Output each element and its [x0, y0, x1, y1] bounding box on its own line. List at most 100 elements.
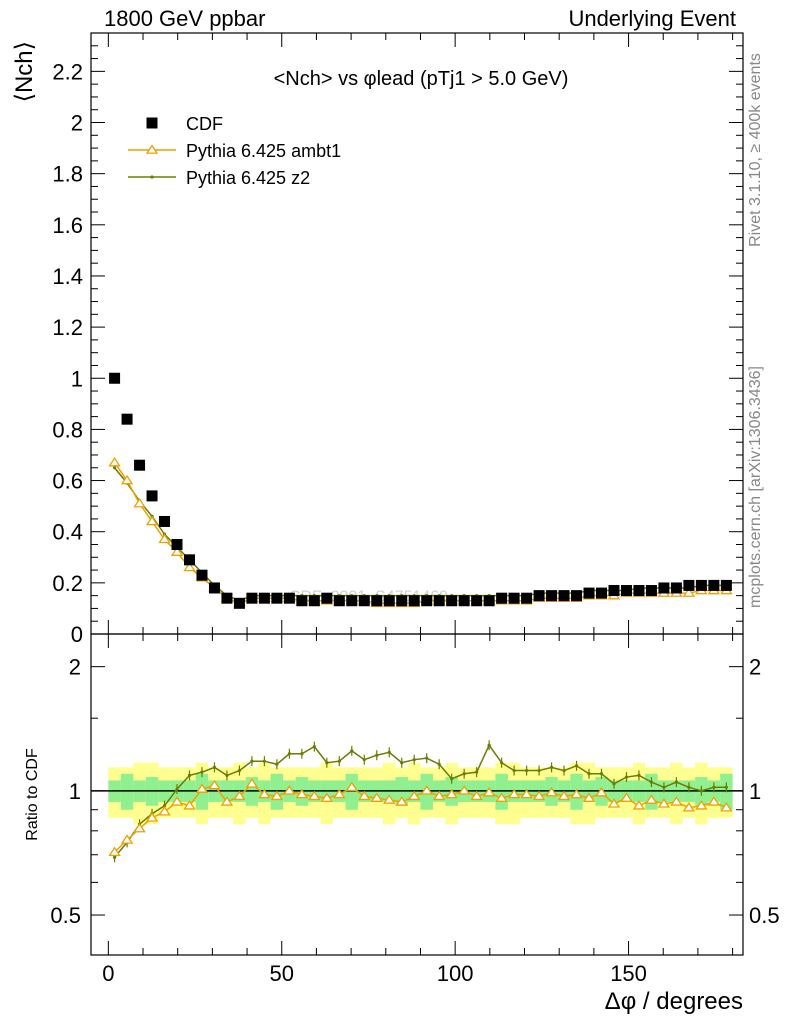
- uncertainty-band-inner: [345, 773, 359, 810]
- ratio-point-ambt1: [283, 785, 296, 795]
- ratio-point-ambt1: [258, 788, 271, 799]
- ratio-point-ambt1: [570, 788, 583, 799]
- ratio-point-ambt1: [270, 790, 284, 801]
- data-point-cdf: [458, 595, 470, 607]
- data-point-cdf: [333, 595, 345, 607]
- mcplots-label: mcplots.cern.ch [arXiv:1306.3436]: [746, 366, 764, 608]
- data-point-cdf: [308, 595, 320, 607]
- ratio-point-z2: [562, 768, 566, 773]
- data-point-cdf: [296, 595, 308, 607]
- data-point-cdf: [321, 592, 333, 604]
- legend-marker-cdf: [146, 117, 158, 129]
- ratio-point-z2: [462, 772, 466, 776]
- ratio-point-ambt1: [245, 778, 259, 788]
- ratio-point-z2: [537, 768, 541, 773]
- y-tick-label: 1.2: [52, 315, 83, 340]
- ratio-point-ambt1: [145, 812, 159, 822]
- ratio-point-z2: [687, 785, 691, 789]
- y-tick-label: 0: [71, 622, 83, 647]
- ratio-point-ambt1: [520, 788, 533, 799]
- uncertainty-band-inner: [495, 773, 508, 810]
- data-point-cdf: [134, 459, 146, 471]
- ratio-point-z2: [387, 750, 391, 754]
- data-point-cdf: [183, 554, 195, 566]
- ratio-point-ambt1: [295, 788, 309, 799]
- ratio-point-z2: [500, 761, 504, 765]
- legend-marker-z2: [150, 175, 154, 179]
- ratio-point-z2: [574, 764, 579, 768]
- x-axis-title: Δφ / degrees: [605, 988, 743, 1015]
- ratio-frame: [90, 633, 744, 956]
- ratio-panel: 0 50 100 150 0.5 0.5 1 1 2 2 Ratio to CDF Δφ / degr…: [24, 633, 780, 1015]
- ratio-point-ambt1: [108, 846, 121, 857]
- y-tick-label: 1.6: [52, 213, 83, 238]
- ratio-point-ambt1: [445, 788, 458, 799]
- ratio-point-ambt1: [620, 792, 633, 802]
- ratio-point-z2: [187, 773, 192, 778]
- y-tick-label: 0.4: [52, 520, 83, 545]
- ratio-point-z2: [350, 749, 354, 753]
- ratio-point-ambt1: [657, 798, 671, 808]
- data-point-cdf: [383, 595, 395, 607]
- ratio-point-z2: [225, 773, 229, 778]
- y-tick-label: 0.2: [52, 571, 83, 596]
- y-tick-label-right: 0.5: [749, 903, 780, 928]
- data-point-cdf: [433, 595, 445, 607]
- ratio-point-ambt1: [170, 796, 184, 806]
- y-tick-label: 2.2: [52, 59, 83, 84]
- data-point-cdf: [371, 595, 383, 607]
- ratio-point-ambt1: [408, 790, 421, 801]
- ratio-point-ambt1: [495, 792, 508, 802]
- data-point-cdf: [358, 595, 370, 607]
- ratio-point-z2: [512, 768, 516, 773]
- data-point-cdf: [121, 413, 133, 425]
- ratio-point-z2: [599, 772, 604, 776]
- ratio-point-ambt1: [695, 800, 708, 810]
- data-point-cdf: [146, 490, 158, 502]
- data-point-cdf: [396, 595, 408, 607]
- ratio-point-ambt1: [233, 790, 246, 801]
- y-tick-label: 1: [69, 779, 81, 804]
- ratio-point-z2: [724, 785, 728, 789]
- ratio-point-z2: [112, 855, 117, 859]
- ratio-point-z2: [475, 770, 479, 774]
- data-point-cdf: [683, 579, 695, 591]
- data-point-cdf: [583, 587, 595, 599]
- ratio-point-z2: [425, 756, 429, 760]
- ratio-point-ambt1: [420, 785, 433, 795]
- ratio-line-z2: [114, 743, 727, 858]
- ratio-point-z2: [300, 752, 304, 756]
- ratio-point-z2: [337, 759, 341, 763]
- x-tick-label: 50: [270, 961, 294, 986]
- ratio-point-z2: [412, 758, 416, 762]
- data-point-cdf: [221, 592, 233, 604]
- ratio-point-z2: [437, 762, 441, 766]
- ratio-point-ambt1: [158, 806, 171, 816]
- data-point-ambt1: [158, 533, 171, 544]
- data-point-cdf: [645, 585, 657, 597]
- ratio-point-ambt1: [582, 792, 596, 802]
- ratio-point-ambt1: [532, 790, 546, 801]
- data-point-cdf: [496, 592, 508, 604]
- ratio-point-z2: [487, 743, 491, 747]
- data-point-cdf: [533, 590, 545, 602]
- legend-label-cdf: CDF: [186, 114, 223, 134]
- ratio-point-z2: [325, 761, 329, 765]
- ratio-point-z2: [200, 770, 204, 774]
- y-tick-label: 1.8: [52, 162, 83, 187]
- ratio-point-z2: [699, 789, 703, 793]
- legend-marker-ambt1: [145, 144, 159, 154]
- ratio-point-ambt1: [595, 786, 608, 797]
- data-point-cdf: [421, 595, 433, 607]
- ratio-point-ambt1: [358, 790, 371, 801]
- ratio-point-ambt1: [345, 781, 359, 792]
- legend-label-z2: Pythia 6.425 z2: [186, 168, 310, 188]
- energy-label: 1800 GeV ppbar: [104, 6, 266, 31]
- ratio-y-axis-title: Ratio to CDF: [24, 748, 41, 841]
- ratio-point-z2: [549, 765, 554, 769]
- ratio-point-z2: [212, 765, 217, 769]
- data-point-cdf: [196, 569, 208, 581]
- ratio-point-z2: [712, 785, 716, 789]
- y-tick-label: 1: [71, 366, 83, 391]
- ratio-point-z2: [612, 782, 616, 786]
